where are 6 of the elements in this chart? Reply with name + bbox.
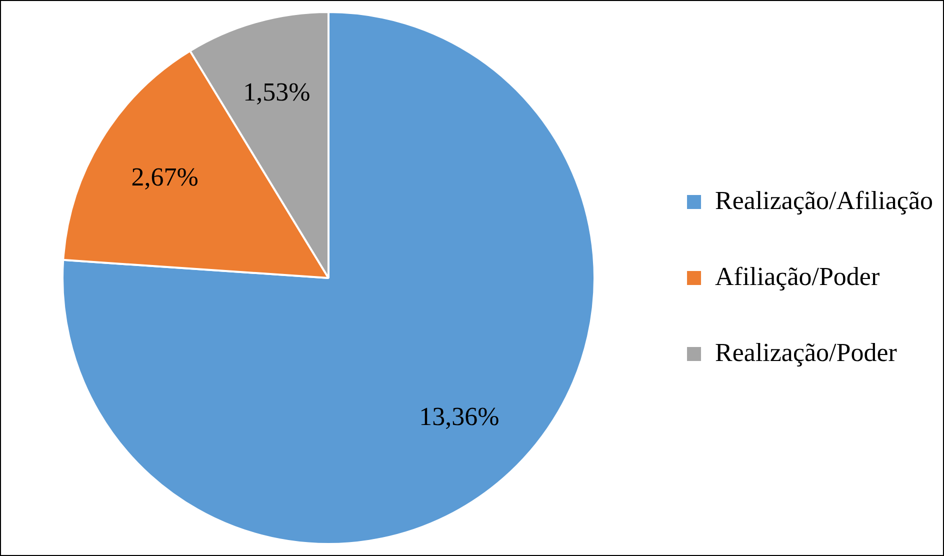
legend-label: Realização/Poder — [715, 338, 898, 367]
legend-label: Realização/Afiliação — [715, 186, 934, 215]
legend-label: Afiliação/Poder — [715, 262, 880, 291]
data-label: 2,67% — [131, 162, 198, 192]
data-label: 13,36% — [419, 402, 500, 431]
data-label: 1,53% — [243, 77, 310, 106]
